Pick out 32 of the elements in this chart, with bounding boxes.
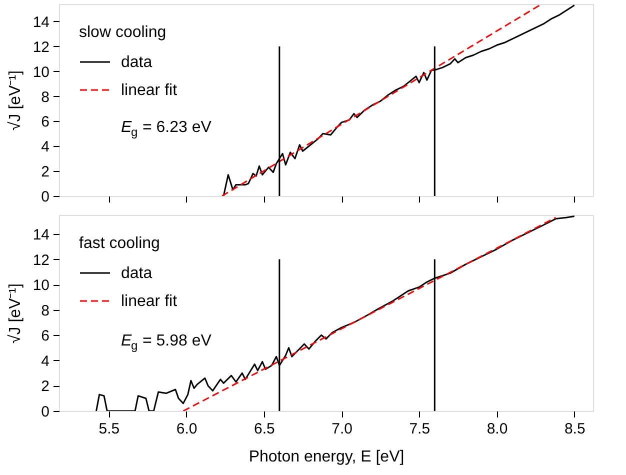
y-tick-label: 12	[32, 252, 50, 269]
y-tick-label: 8	[41, 302, 50, 320]
y-axis-title: √J [eV⁻¹]	[6, 283, 24, 344]
y-tick-label: 14	[32, 226, 50, 244]
legend-label: linear fit	[121, 293, 178, 310]
y-tick-label: 6	[41, 328, 50, 345]
y-tick-label: 12	[32, 38, 50, 56]
y-tick-label: 4	[41, 138, 50, 156]
legend-label: data	[121, 265, 152, 282]
x-tick-label: 8.5	[564, 420, 586, 438]
legend-title: fast cooling	[79, 235, 160, 252]
x-tick-label: 6.0	[176, 420, 198, 438]
x-tick-label: 7.5	[409, 420, 430, 438]
y-axis-title: √J [eV⁻¹]	[6, 70, 24, 131]
y-tick-label: 6	[41, 114, 50, 131]
x-axis-title: Photon energy, E [eV]	[248, 448, 404, 466]
y-tick-label: 2	[41, 164, 50, 181]
y-tick-label: 0	[41, 404, 50, 420]
y-tick-label: 4	[41, 352, 50, 370]
y-tick-label: 10	[32, 64, 50, 81]
y-tick-label: 2	[41, 378, 50, 396]
y-tick-label: 8	[41, 88, 50, 106]
legend-title: slow cooling	[79, 24, 166, 41]
x-tick-label: 6.5	[254, 420, 275, 438]
y-tick-label: 0	[41, 188, 50, 206]
y-tick-label: 10	[32, 277, 50, 294]
x-tick-label: 5.5	[98, 420, 120, 438]
legend-label: linear fit	[121, 82, 178, 99]
y-tick-label: 14	[32, 14, 50, 31]
x-tick-label: 8.0	[486, 420, 508, 438]
legend-label: data	[121, 54, 152, 71]
x-tick-label: 7.0	[332, 420, 352, 438]
